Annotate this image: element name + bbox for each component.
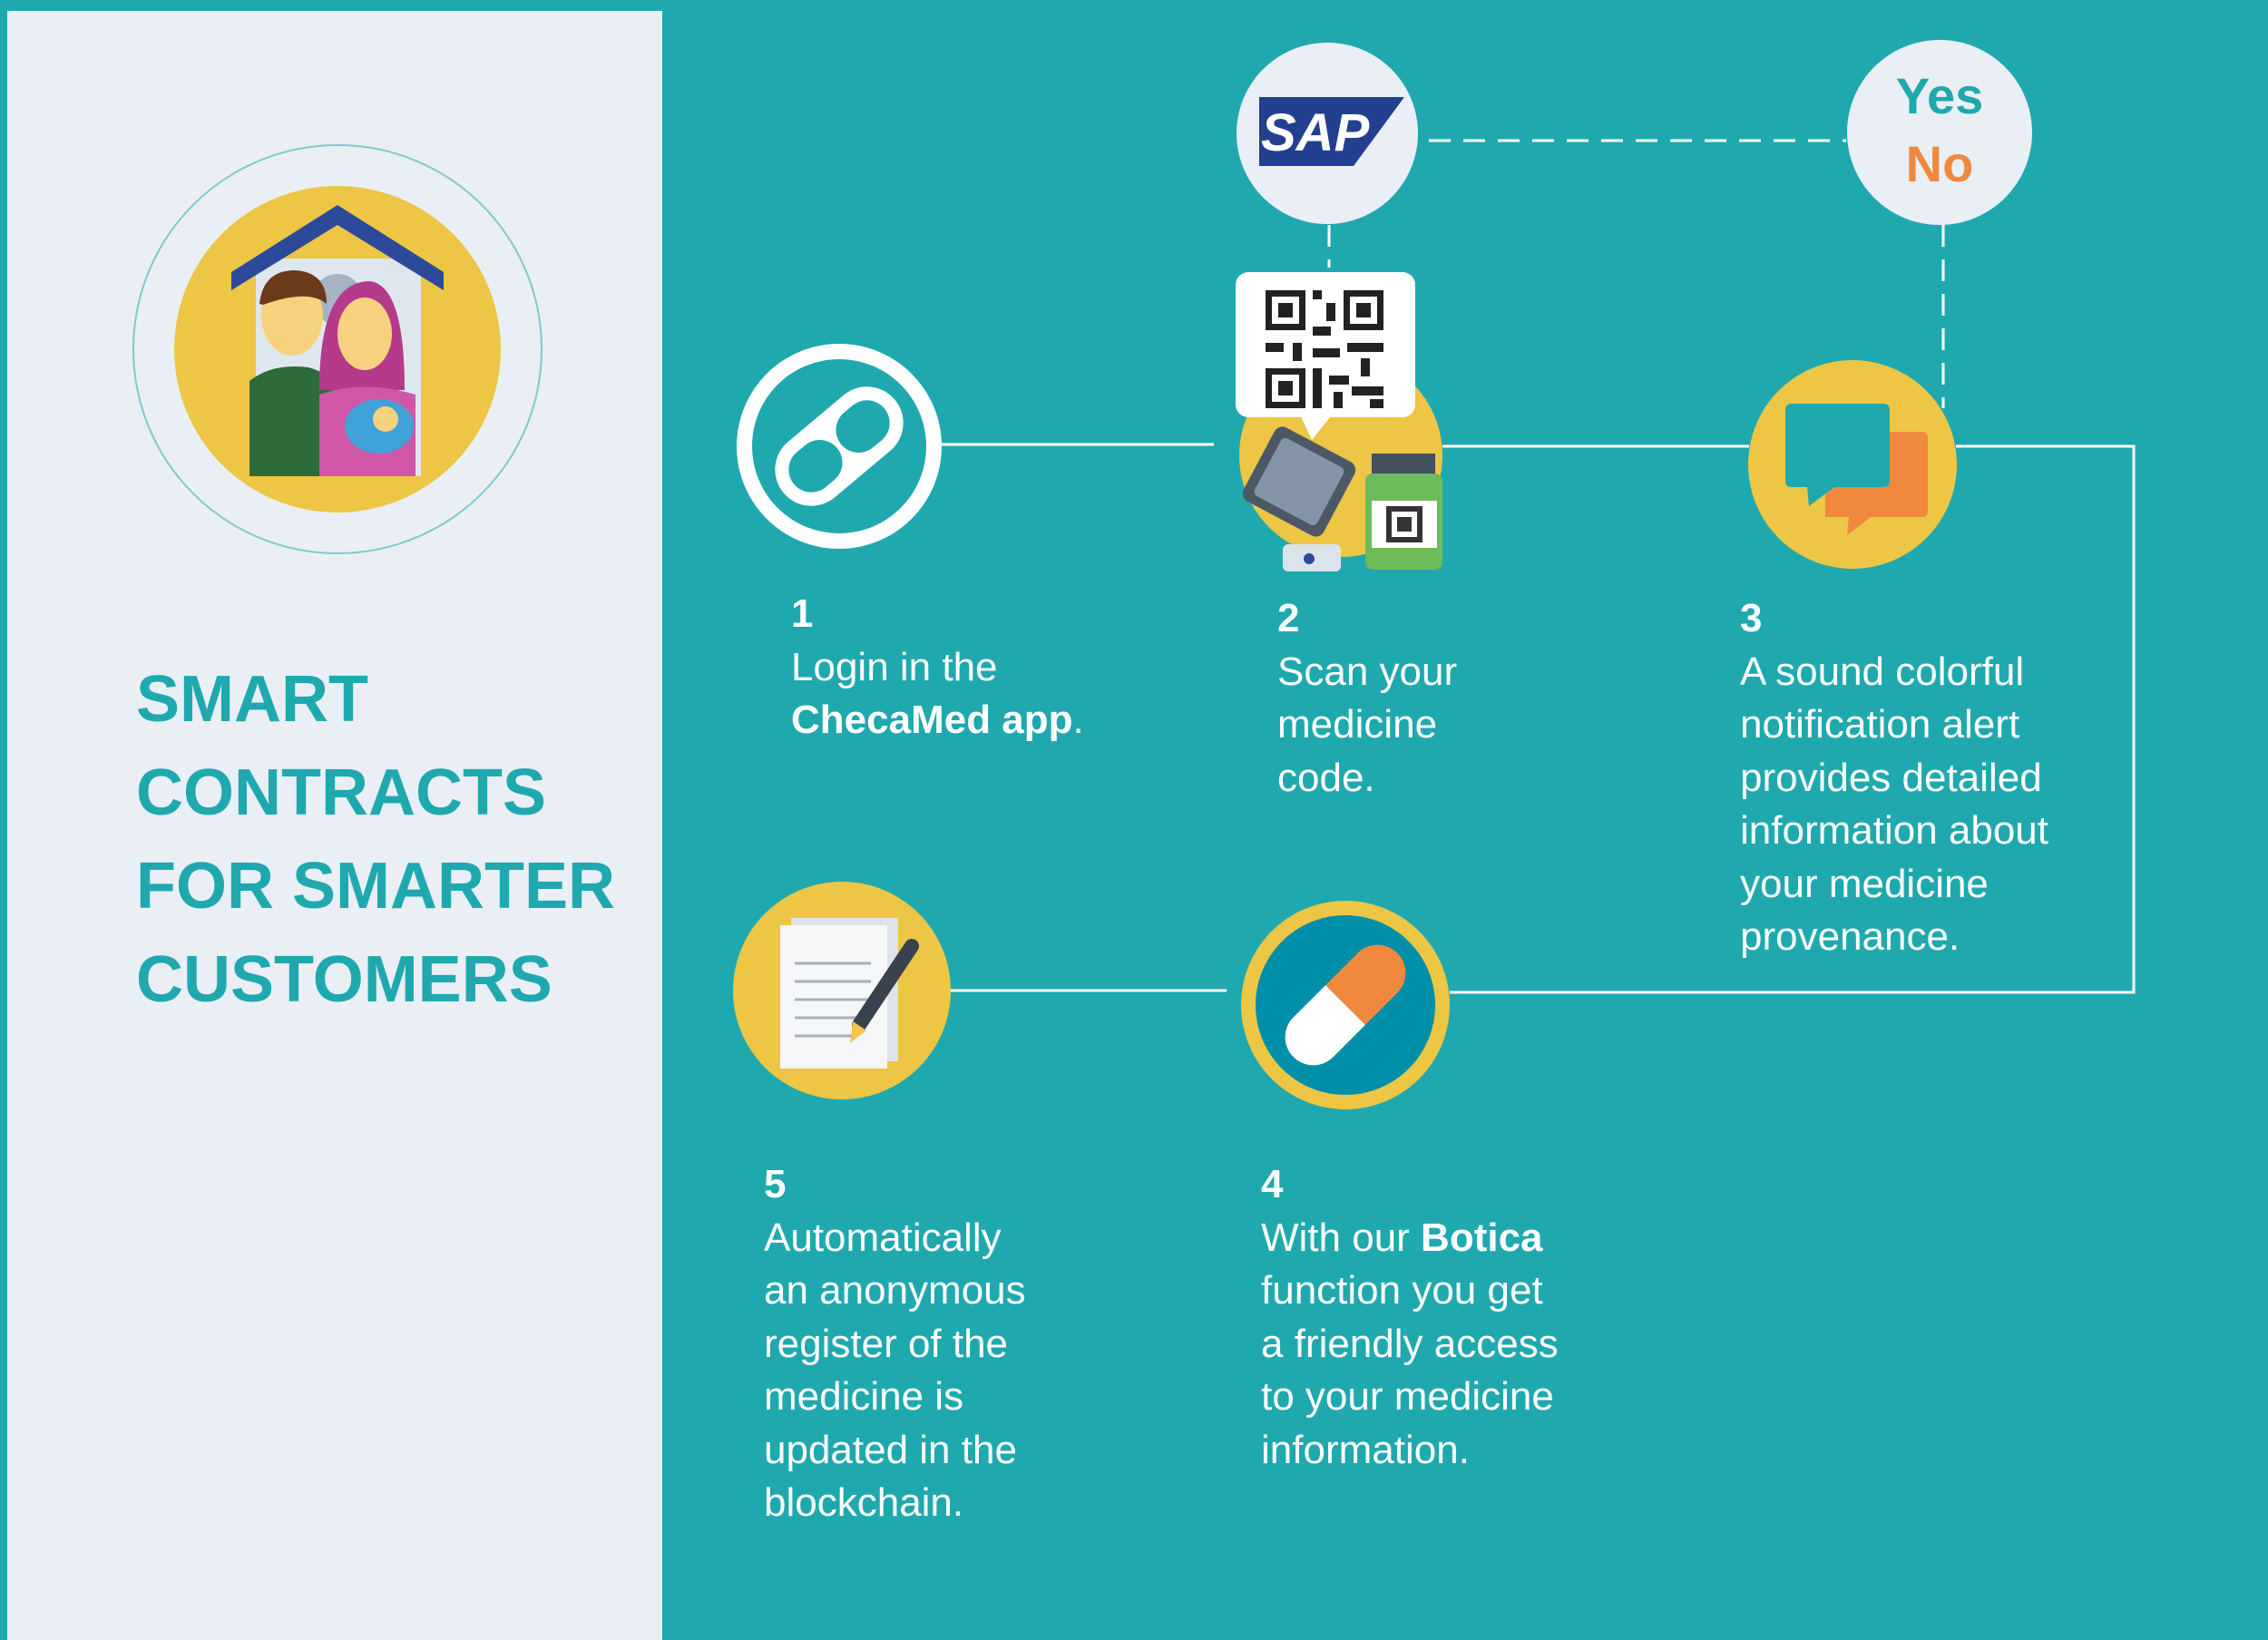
step-text-line: notification alert — [1740, 698, 2048, 752]
step-1: 1 Login in the ChecaMed app. — [791, 588, 1084, 747]
sap-logo-text: SAP — [1261, 103, 1370, 162]
step-text-line: code. — [1277, 752, 1457, 805]
step-text-line: updated in the — [764, 1424, 1026, 1478]
step-text-line: blockchain. — [764, 1477, 1026, 1530]
yes-no-icon: Yes No — [1847, 40, 2032, 225]
step-text-line: With our Botica — [1261, 1212, 1559, 1265]
page-title: SMART CONTRACTS FOR SMARTER CUSTOMERS — [136, 653, 644, 1027]
step-text-line: provenance. — [1740, 911, 2048, 964]
step-text-line: ChecaMed app. — [791, 694, 1084, 747]
function-name: Botica — [1421, 1215, 1542, 1260]
chat-bubbles-icon — [1748, 360, 1957, 569]
step-2: 2 Scan your medicine code. — [1277, 592, 1457, 805]
step-text-line: your medicine — [1740, 858, 2048, 912]
step-number: 5 — [764, 1158, 1026, 1212]
step-number: 4 — [1261, 1158, 1559, 1212]
no-label: No — [1906, 135, 1974, 192]
step-text-line: register of the — [764, 1318, 1026, 1372]
step-text-line: Scan your — [1277, 646, 1457, 699]
step-text-line: medicine is — [764, 1371, 1026, 1424]
pill-capsule-icon — [737, 344, 942, 549]
title-line: SMART — [136, 653, 644, 747]
sap-logo: SAP — [1237, 43, 1418, 224]
step-text-line: information about — [1740, 805, 2048, 858]
step-text-line: provides detailed — [1740, 752, 2048, 805]
step-4: 4 With our Botica function you get a fri… — [1261, 1158, 1559, 1477]
step-text-punctuation: . — [1073, 698, 1084, 742]
step-text-line: Login in the — [791, 641, 1084, 695]
step-text-line: medicine — [1277, 698, 1457, 752]
step-text-line: function you get — [1261, 1264, 1559, 1318]
step-number: 1 — [791, 588, 1084, 641]
document-pen-icon — [733, 882, 951, 1099]
app-name: ChecaMed app — [791, 698, 1073, 742]
step-text-line: a friendly access — [1261, 1318, 1559, 1372]
step-number: 3 — [1740, 592, 2048, 646]
title-line: CONTRACTS — [136, 747, 644, 840]
yes-label: Yes — [1896, 67, 1984, 124]
qr-code-icon — [1236, 272, 1415, 440]
step-3: 3 A sound colorful notification alert pr… — [1740, 592, 2048, 964]
step-text-line: A sound colorful — [1740, 646, 2048, 699]
pill-icon — [1241, 901, 1450, 1109]
step-number: 2 — [1277, 592, 1457, 646]
step-text-lead: With our — [1261, 1215, 1421, 1260]
step-text-line: to your medicine — [1261, 1371, 1559, 1424]
title-line: CUSTOMERS — [136, 933, 644, 1027]
title-line: FOR SMARTER — [136, 840, 644, 933]
step-text-line: information. — [1261, 1424, 1559, 1478]
step-text-line: Automatically — [764, 1212, 1026, 1265]
step-text-line: an anonymous — [764, 1264, 1026, 1318]
step-5: 5 Automatically an anonymous register of… — [764, 1158, 1026, 1530]
medicine-bottle-icon — [1365, 454, 1442, 570]
